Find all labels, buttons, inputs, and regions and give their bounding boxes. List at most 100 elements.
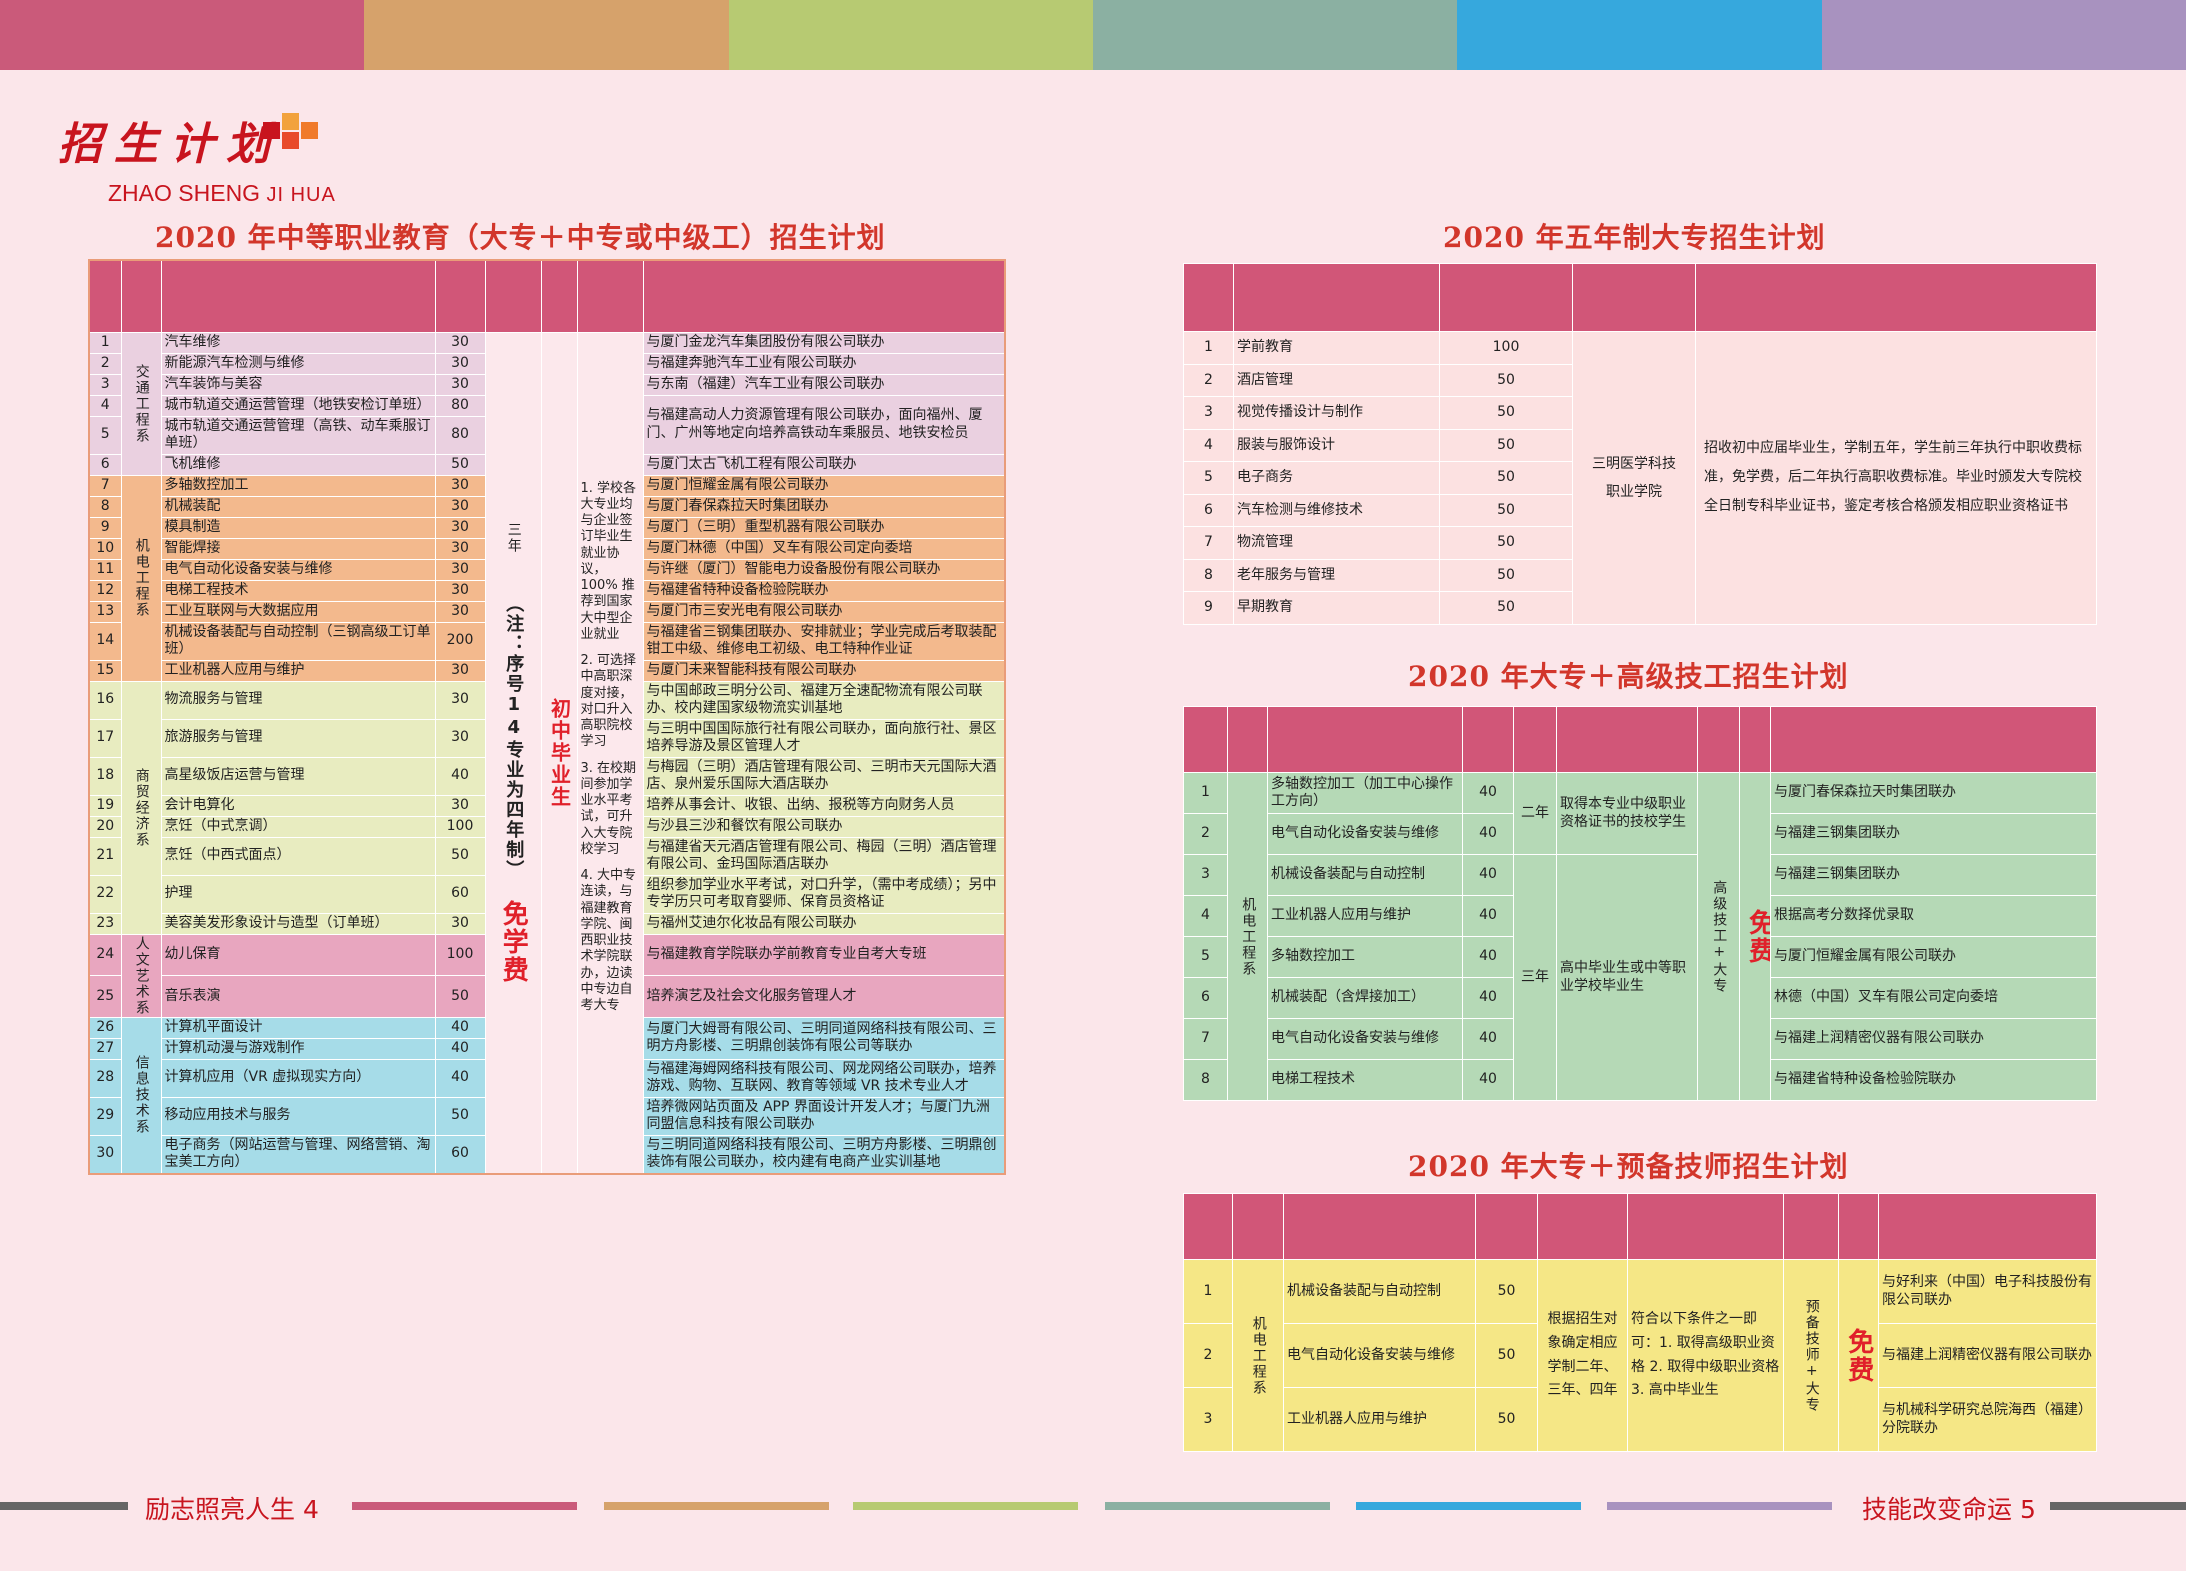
enroll-count: 30 — [434, 558, 486, 581]
top-color-bar — [0, 0, 2186, 70]
column-header — [1267, 706, 1463, 773]
remark: 与厦门市三安光电有限公司联办 — [642, 600, 1006, 623]
major-name: 电梯工程技术 — [1267, 1059, 1463, 1101]
remark: 与福州艾迪尔化妆品有限公司联办 — [642, 912, 1006, 935]
major-name: 计算机动漫与游戏制作 — [160, 1037, 436, 1060]
major-name: 多轴数控加工（加工中心操作工方向） — [1267, 772, 1463, 814]
row-number: 25 — [88, 975, 122, 1018]
table-row: 8 电梯工程技术 40 与福建省特种设备检验院联办 — [1183, 1059, 2097, 1101]
remark: 林德（中国）叉车有限公司定向委培 — [1770, 977, 2097, 1019]
row-number: 3 — [88, 373, 122, 396]
row-number: 21 — [88, 836, 122, 876]
remark: 与福建省天元酒店管理有限公司、梅园（三明）酒店管理有限公司、金玛国际酒店联办 — [642, 836, 1006, 876]
schooling: 三年 — [1513, 854, 1557, 1101]
schooling: 根据招生对象确定相应学制二年、三年、四年 — [1537, 1259, 1628, 1452]
department-name: 机电工程系 — [1240, 896, 1257, 977]
enroll-count: 50 — [1439, 493, 1573, 527]
column-header — [160, 259, 436, 333]
logo-chinese: 招生计划 — [58, 119, 282, 170]
department-name: 机电工程系 — [133, 538, 150, 618]
enroll-count: 50 — [434, 1096, 486, 1136]
enroll-count: 40 — [1462, 936, 1514, 978]
major-name: 工业机器人应用与维护 — [1267, 895, 1463, 937]
enroll-count: 50 — [1475, 1323, 1538, 1388]
major-name: 电气自动化设备安装与维修 — [1283, 1323, 1476, 1388]
remark: 与厦门未来智能科技有限公司联办 — [642, 659, 1006, 682]
remark: 与福建省三钢集团联办、安排就业；学业完成后考取装配钳工中级、维修电工初级、电工特… — [642, 621, 1006, 661]
enroll-count: 40 — [434, 756, 486, 796]
training-direction-item: 4. 大中专连读，与福建教育学院、闽西职业技术学院联办，边读中专边自考大专 — [580, 868, 637, 1014]
table4-title: 2020 年大专＋预备技师招生计划 — [1408, 1150, 1849, 1183]
enroll-count: 40 — [1462, 1018, 1514, 1060]
remark: 与中国邮政三明分公司、福建万全速配物流有限公司联办、校内建国家级物流实训基地 — [642, 680, 1006, 720]
major-name: 烹饪（中西式面点） — [160, 836, 436, 876]
department-cell: 人文艺术系 — [120, 933, 162, 1018]
college-name: 三明医学科技职业学院 — [1572, 331, 1696, 625]
table-row: 1 交通工程系 汽车维修 30 三年 （注：序号14专业为四年制） 免学费 初中毕业生 1. 学… — [88, 331, 1006, 1174]
remark: 与厦门恒耀金属有限公司联办 — [1770, 936, 2097, 978]
row-number: 5 — [1183, 461, 1234, 495]
major-name: 电梯工程技术 — [160, 579, 436, 602]
column-header — [1183, 706, 1228, 773]
enroll-count: 50 — [434, 453, 486, 476]
major-name: 移动应用技术与服务 — [160, 1096, 436, 1136]
table-row: 5 多轴数控加工 40 与厦门恒耀金属有限公司联办 — [1183, 936, 2097, 978]
enroll-count: 60 — [434, 1134, 486, 1174]
row-number: 7 — [88, 474, 122, 497]
row-number: 7 — [1183, 526, 1234, 560]
training-direction-item: 3. 在校期间参加学业水平考试，可升入大专院校学习 — [580, 760, 637, 857]
goal-cell: 预备技师+大专 — [1783, 1259, 1839, 1452]
table-row: 14 机械设备装配与自动控制（三钢高级工订单班） 200 与福建省三钢集团联办、安排就… — [88, 621, 1006, 661]
row-number: 18 — [88, 756, 122, 796]
training-goal: 预备技师+大专 — [1803, 1298, 1820, 1413]
enroll-count: 30 — [434, 912, 486, 935]
major-name: 城市轨道交通运营管理（高铁、动车乘服订单班） — [160, 415, 436, 455]
major-name: 多轴数控加工 — [1267, 936, 1463, 978]
remark: 与福建省特种设备检验院联办 — [642, 579, 1006, 602]
major-name: 机械设备装配与自动控制 — [1283, 1259, 1476, 1324]
major-name: 多轴数控加工 — [160, 474, 436, 497]
enroll-count: 30 — [434, 516, 486, 539]
enroll-count: 40 — [434, 1016, 486, 1039]
row-number: 5 — [1183, 936, 1228, 978]
remark: 与厦门春保森拉天时集团联办 — [1770, 772, 2097, 814]
enroll-count: 50 — [1439, 591, 1573, 625]
enroll-count: 30 — [434, 331, 486, 354]
table-row: 29 移动应用技术与服务 50 培养微网站页面及 APP 界面设计开发人才；与厦门九洲… — [88, 1096, 1006, 1136]
column-header — [1697, 706, 1740, 773]
enroll-count: 30 — [434, 495, 486, 518]
table2-title: 2020 年五年制大专招生计划 — [1443, 221, 1826, 254]
column-header — [1232, 1193, 1284, 1260]
remark: 培养从事会计、收银、出纳、报税等方向财务人员 — [642, 794, 1006, 817]
row-number: 8 — [1183, 1059, 1228, 1101]
table-row: 13 工业互联网与大数据应用 30 与厦门市三安光电有限公司联办 — [88, 600, 1006, 623]
row-number: 2 — [1183, 363, 1234, 397]
row-number: 3 — [1183, 396, 1234, 430]
enroll-count: 30 — [434, 373, 486, 396]
table-row: 6 飞机维修 50 与厦门太古飞机工程有限公司联办 — [88, 453, 1006, 476]
row-number: 22 — [88, 874, 122, 914]
column-header — [1556, 706, 1698, 773]
major-name: 飞机维修 — [160, 453, 436, 476]
remark: 与厦门恒耀金属有限公司联办 — [642, 474, 1006, 497]
column-header — [1439, 263, 1573, 332]
column-header — [1783, 1193, 1839, 1260]
row-number: 3 — [1183, 1387, 1233, 1452]
remark: 与厦门（三明）重型机器有限公司联办 — [642, 516, 1006, 539]
remark: 与梅园（三明）酒店管理有限公司、三明市天元国际大酒店、泉州爱乐国际大酒店联办 — [642, 756, 1006, 796]
row-number: 6 — [1183, 493, 1234, 527]
enroll-count: 30 — [434, 600, 486, 623]
color-bar-segment — [364, 0, 729, 70]
department-name: 交通工程系 — [133, 363, 150, 444]
major-name: 视觉传播设计与制作 — [1233, 396, 1440, 430]
table-row: 5 电子商务 50 — [1183, 461, 2097, 495]
remark: 与三明中国国际旅行社有限公司联办，面向旅行社、景区培养导游及景区管理人才 — [642, 718, 1006, 758]
column-header — [1739, 706, 1771, 773]
row-number: 1 — [1183, 772, 1228, 814]
major-name: 工业机器人应用与维护 — [160, 659, 436, 682]
table-row: 30 电子商务（网站运营与管理、网络营销、淘宝美工方向） 60 与三明同道网络科技有限… — [88, 1134, 1006, 1174]
remark: 与好利来（中国）电子科技股份有限公司联办 — [1878, 1259, 2097, 1324]
row-number: 2 — [1183, 813, 1228, 855]
row-number: 1 — [88, 331, 122, 354]
goal-cell: 高级技工+大专 — [1697, 772, 1740, 1101]
